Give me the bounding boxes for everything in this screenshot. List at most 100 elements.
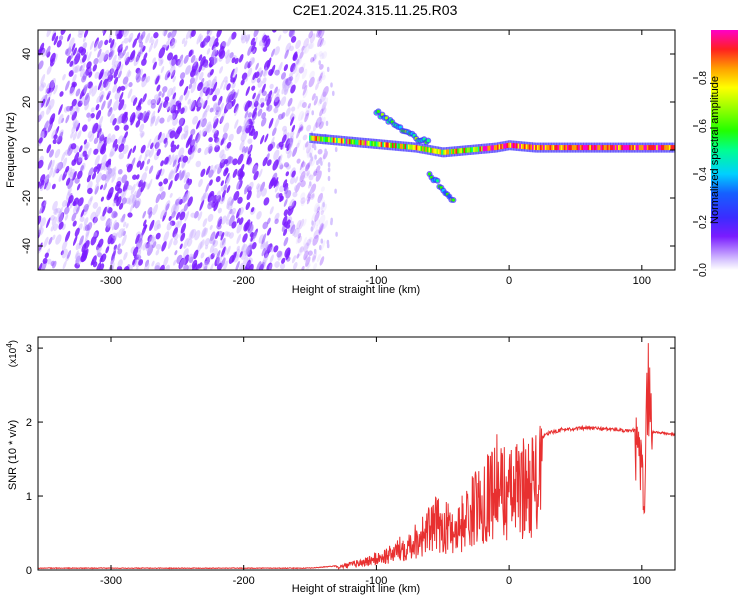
heatmap-noise-cell (79, 235, 84, 246)
heatmap-noise-cell (120, 228, 125, 237)
heatmap-noise-cell (106, 193, 112, 201)
heatmap-noise-cell (153, 94, 160, 101)
heatmap-line-core (403, 144, 406, 149)
heatmap-noise-cell (318, 51, 323, 57)
heatmap-noise-cell (155, 232, 161, 240)
heatmap-line-core (310, 135, 314, 141)
heatmap-noise-cell (169, 37, 176, 47)
heatmap-line-core (474, 146, 478, 152)
heatmap-noise-cell (273, 245, 279, 253)
heatmap-noise-cell (320, 223, 326, 230)
colorbar-tick-label: 0.6 (698, 119, 709, 133)
heatmap-line-core (525, 144, 529, 150)
heatmap-line-core (442, 149, 446, 155)
heatmap-noise-cell (187, 146, 194, 155)
heatmap-noise-cell (53, 84, 58, 95)
heatmap-noise-cell (215, 231, 220, 240)
heatmap-noise-cell (274, 69, 280, 76)
heatmap-noise-cell (167, 87, 173, 98)
heatmap-noise-cell (201, 128, 207, 137)
heatmap-noise-cell (212, 103, 218, 113)
heatmap-noise-cell (256, 183, 260, 190)
heatmap-line-core (575, 145, 578, 151)
heatmap-noise-cell (67, 33, 71, 42)
x-tick-label: 0 (506, 575, 512, 587)
heatmap-noise-cell (205, 121, 212, 133)
heatmap-noise-cell (259, 261, 265, 270)
heatmap-noise-cell (311, 213, 316, 222)
heatmap-noise-cell (86, 112, 91, 118)
heatmap-line-core (594, 145, 597, 151)
heatmap-noise-cell (117, 51, 124, 61)
heatmap-line-core (579, 145, 583, 151)
heatmap-line-core (401, 143, 404, 149)
heatmap-noise-cell (195, 160, 202, 168)
heatmap-noise-cell (299, 246, 304, 253)
heatmap-noise-cell (301, 46, 307, 55)
heatmap-noise-cell (70, 132, 74, 139)
heatmap-noise-cell (315, 224, 319, 230)
heatmap-noise-cell (215, 250, 221, 261)
heatmap-noise-cell (282, 129, 288, 137)
heatmap-noise-cell (203, 62, 209, 68)
heatmap-noise-cell (223, 260, 229, 270)
heatmap-noise-cell (142, 242, 148, 251)
heatmap-noise-cell (50, 260, 55, 267)
heatmap-noise-cell (269, 254, 274, 263)
heatmap-noise-cell (321, 104, 326, 113)
heatmap-noise-cell (164, 140, 169, 148)
heatmap-line-core (641, 145, 645, 151)
heatmap-noise-cell (48, 167, 54, 179)
heatmap-noise-cell (284, 88, 289, 96)
heatmap-noise-cell (96, 262, 102, 270)
heatmap-noise-cell (155, 249, 160, 256)
heatmap-noise-cell (192, 115, 199, 125)
heatmap-noise-cell (315, 82, 319, 91)
heatmap-noise-cell (67, 187, 72, 196)
heatmap-noise-cell (302, 88, 308, 99)
heatmap-noise-cell (301, 68, 308, 80)
heatmap-noise-cell (150, 115, 156, 127)
heatmap-noise-cell (168, 216, 172, 221)
heatmap-noise-cell (104, 39, 109, 46)
heatmap-line-core (602, 145, 605, 151)
heatmap-noise-cell (292, 64, 298, 75)
heatmap-noise-cell (279, 164, 284, 170)
heatmap-noise-cell (46, 122, 53, 133)
heatmap-line-core (363, 140, 366, 146)
heatmap-noise-cell (156, 223, 162, 230)
heatmap-line-core (568, 145, 572, 151)
heatmap-noise-cell (135, 109, 141, 119)
heatmap-x-label: Height of straight line (km) (292, 284, 420, 296)
heatmap-noise-cell (305, 256, 311, 267)
heatmap-line-core (606, 145, 610, 151)
y-tick-label: 20 (21, 96, 33, 108)
heatmap-noise-cell (53, 35, 59, 46)
heatmap-noise-cell (317, 148, 323, 155)
heatmap-noise-cell (99, 184, 104, 190)
heatmap-noise-cell (87, 187, 93, 195)
heatmap-noise-cell (226, 210, 231, 221)
heatmap-noise-cell (262, 46, 268, 52)
heatmap-noise-cell (81, 62, 86, 72)
heatmap-noise-cell (152, 204, 158, 216)
heatmap-noise-cell (130, 183, 136, 195)
heatmap-line-core (312, 135, 315, 141)
heatmap-noise-cell (121, 189, 127, 201)
heatmap-noise-cell (52, 200, 58, 211)
heatmap-line-core (454, 148, 457, 154)
heatmap-noise-cell (162, 211, 167, 222)
heatmap-line-core (495, 145, 498, 150)
heatmap-noise-cell (231, 57, 236, 64)
heatmap-noise-cell (88, 84, 94, 97)
heatmap-noise-cell (292, 51, 298, 61)
heatmap-noise-cell (296, 219, 302, 230)
heatmap-noise-cell (38, 225, 43, 233)
heatmap-line-core (597, 145, 600, 151)
heatmap-noise-cell (66, 250, 72, 259)
heatmap-noise-cell (177, 196, 181, 202)
heatmap-noise-cell (322, 203, 327, 213)
heatmap-noise-cell (117, 176, 122, 183)
heatmap-line-core (598, 145, 602, 151)
